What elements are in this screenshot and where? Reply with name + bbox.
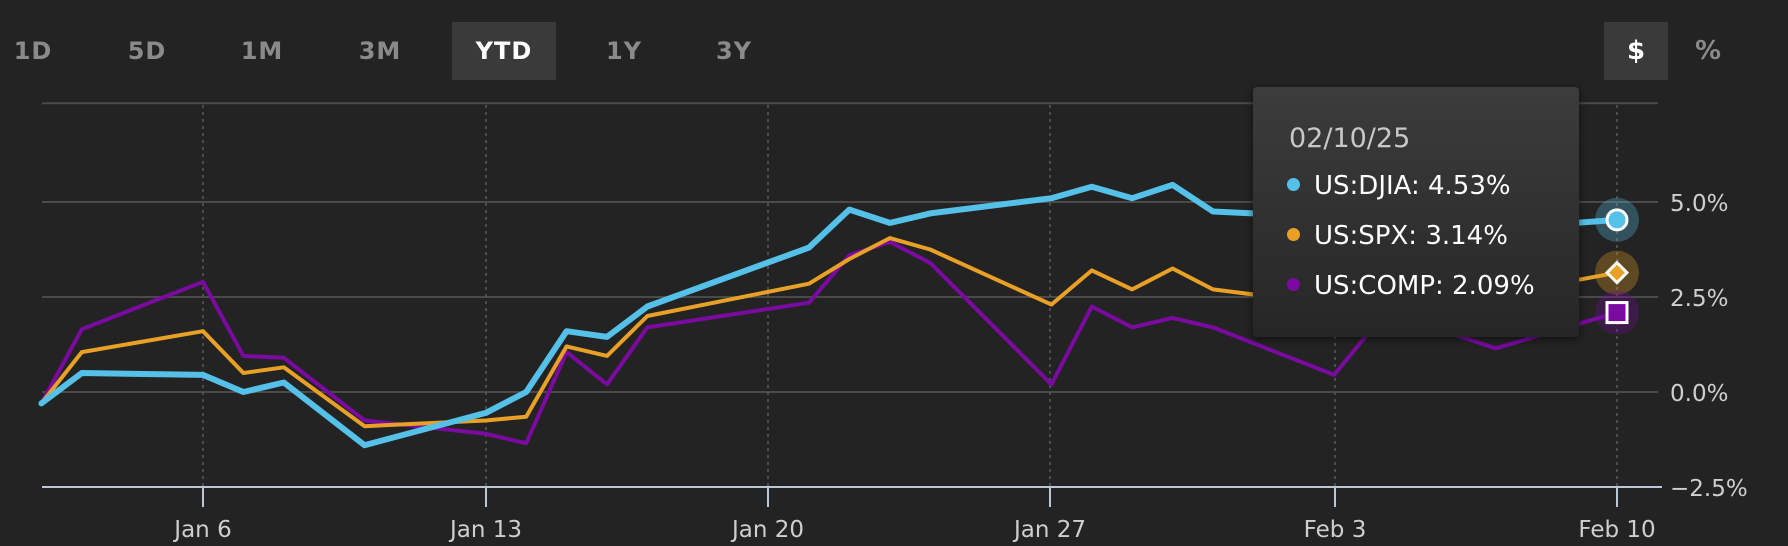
- range-3y-button[interactable]: 3Y: [715, 37, 753, 65]
- tooltip-spx-label: US:SPX: 3.14%: [1314, 221, 1508, 251]
- unit-dollar-button[interactable]: $: [1604, 22, 1668, 80]
- y-tick-label: 2.5%: [1670, 286, 1728, 312]
- range-1m-button[interactable]: 1M: [240, 37, 284, 65]
- tooltip-date: 02/10/25: [1289, 123, 1411, 154]
- tooltip-row-djia: US:DJIA: 4.53%: [1287, 171, 1511, 201]
- x-tick-label: Jan 27: [1012, 517, 1086, 543]
- range-selector: 1D 5D 1M 3M YTD 1Y 3Y $ %: [0, 22, 1788, 82]
- range-ytd-button[interactable]: YTD: [452, 22, 556, 80]
- x-tick-label: Jan 13: [448, 517, 522, 543]
- x-tick-label: Feb 3: [1304, 517, 1367, 543]
- spx-dot-icon: [1287, 228, 1300, 241]
- tooltip-row-spx: US:SPX: 3.14%: [1287, 221, 1508, 251]
- djia-end-marker: [1605, 208, 1629, 232]
- range-3m-button[interactable]: 3M: [358, 37, 402, 65]
- unit-percent-button[interactable]: %: [1694, 36, 1722, 66]
- y-tick-label: 5.0%: [1670, 191, 1728, 217]
- spx-end-marker: [1604, 260, 1630, 285]
- comp-dot-icon: [1287, 278, 1300, 291]
- x-tick-label: Jan 6: [172, 517, 231, 543]
- y-tick-label: −2.5%: [1670, 476, 1748, 502]
- tooltip-djia-label: US:DJIA: 4.53%: [1314, 171, 1511, 201]
- tooltip-row-comp: US:COMP: 2.09%: [1287, 271, 1535, 301]
- x-tick-label: Jan 20: [730, 517, 804, 543]
- range-1d-button[interactable]: 1D: [13, 37, 53, 65]
- x-tick-label: Feb 10: [1578, 517, 1655, 543]
- comp-end-marker: [1605, 301, 1629, 325]
- range-1y-button[interactable]: 1Y: [605, 37, 643, 65]
- y-tick-label: 0.0%: [1670, 381, 1728, 407]
- range-5d-button[interactable]: 5D: [127, 37, 167, 65]
- djia-dot-icon: [1287, 178, 1300, 191]
- tooltip-comp-label: US:COMP: 2.09%: [1314, 271, 1535, 301]
- hover-tooltip: 02/10/25 US:DJIA: 4.53% US:SPX: 3.14% US…: [1253, 87, 1579, 337]
